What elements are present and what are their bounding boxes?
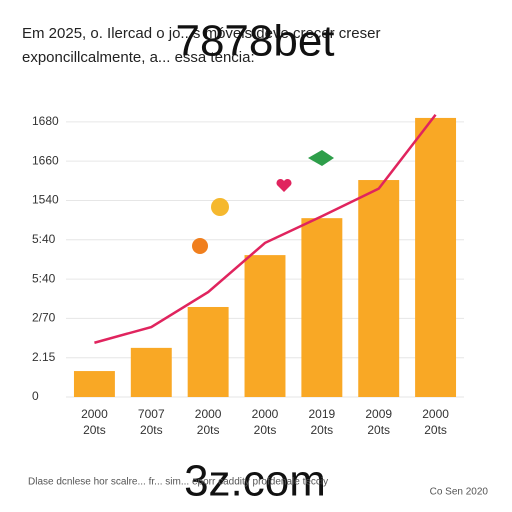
x-tick-sublabel: 20ts [197,423,220,437]
x-tick-sublabel: 20ts [311,423,334,437]
y-tick-label: 2.15 [32,350,56,364]
x-tick-sublabel: 20ts [254,423,277,437]
x-tick-label: 2009 [365,407,392,421]
trend-line [94,114,437,344]
bar [358,180,400,397]
watermark: 3z.com [184,457,326,506]
bar [73,371,115,397]
icons [192,150,334,254]
bar [130,347,172,397]
x-tick-label: 2000 [195,407,222,421]
chart-subtitle: exponcillcalmente, a... essa tencia: [22,49,255,66]
bar [301,218,343,397]
x-tick-label: 2000 [422,407,449,421]
y-tick-label: 1660 [32,153,59,167]
icon [211,198,229,216]
x-tick-label: 2000 [252,407,279,421]
x-tick-sublabel: 20ts [140,423,163,437]
y-tick-label: 0 [32,389,39,403]
y-tick-label: 2/70 [32,311,56,325]
icon [308,150,334,166]
footnote: Dlase dcnlese hor scalre... fr... sim...… [28,477,328,488]
icon [276,178,292,192]
y-tick-label: 5:40 [32,232,56,246]
icon [192,238,208,254]
y-tick-label: 1540 [32,193,59,207]
source: Co Sen 2020 [430,487,489,498]
x-tick-sublabel: 20ts [424,423,447,437]
bar [187,306,229,397]
chart-title: Em 2025, o. Ilercad o jo...s móveis deve… [22,25,380,42]
watermark: 7878bet [175,17,334,66]
x-tick-sublabel: 20ts [83,423,106,437]
x-tick-label: 7007 [138,407,165,421]
x-tick-label: 2019 [309,407,336,421]
x-tick-sublabel: 20ts [367,423,390,437]
bar [244,255,286,397]
y-tick-label: 1680 [32,114,59,128]
y-tick-label: 5:40 [32,271,56,285]
bar [415,117,457,398]
x-tick-label: 2000 [81,407,108,421]
